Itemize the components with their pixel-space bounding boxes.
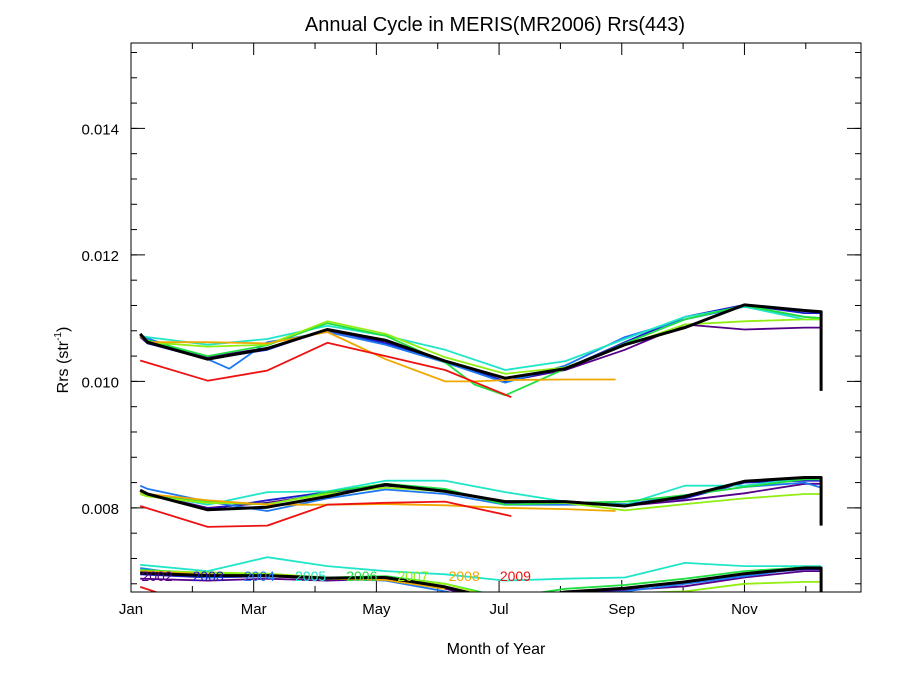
x-tick-label: Jul	[489, 601, 508, 618]
series-line-upper-2009	[139, 341, 512, 399]
x-tick-label: Sep	[608, 601, 635, 618]
series-line-upper-mean	[139, 303, 823, 391]
y-tick-label: 0.014	[81, 121, 119, 138]
y-axis-label-tail: )	[55, 327, 72, 332]
series-line-lower-2002	[140, 570, 822, 592]
legend-label-2005: 2005	[295, 568, 326, 584]
x-tick-label: Nov	[731, 601, 758, 618]
y-tick-label: 0.012	[81, 248, 119, 265]
series-line-upper-2008	[139, 331, 616, 383]
plot-frame	[130, 42, 862, 593]
legend-label-2002: 2002	[141, 568, 172, 584]
x-axis-label: Month of Year	[447, 641, 546, 658]
series-layer	[139, 303, 823, 592]
series-line-lower-mean	[140, 566, 823, 592]
series-line-lower-2005	[140, 556, 822, 582]
tick-layer: Jan Mar May Jul Sep Nov 0.008 0.010 0.012 0.014	[81, 43, 861, 618]
legend-label-2007: 2007	[397, 568, 428, 584]
y-tick-label: 0.010	[81, 374, 119, 391]
legend-label-2003: 2003	[193, 568, 224, 584]
series-line-upper-2007	[139, 318, 822, 375]
series-line-middle-2009	[139, 500, 512, 528]
chart-title: Annual Cycle in MERIS(MR2006) Rrs(443)	[305, 14, 685, 36]
y-tick-label: 0.008	[81, 501, 119, 518]
y-axis-label-superscript: -1	[53, 332, 64, 341]
y-axis-label: Rrs (str-1)	[53, 327, 72, 394]
x-tick-label: May	[362, 601, 391, 618]
x-tick-label: Jan	[119, 601, 143, 618]
legend-label-2008: 2008	[449, 568, 480, 584]
legend-label-2009: 2009	[500, 568, 531, 584]
series-line-lower-2007	[140, 570, 822, 592]
x-tick-label: Mar	[241, 601, 267, 618]
y-axis-label-main: Rrs (str	[55, 340, 72, 393]
series-line-middle-mean	[139, 476, 823, 526]
legend: 2002 2003 2004 2005 2006 2007 2008 2009	[141, 568, 531, 584]
legend-label-2004: 2004	[244, 568, 275, 584]
series-line-upper-2006	[139, 304, 822, 397]
legend-label-2006: 2006	[346, 568, 377, 584]
